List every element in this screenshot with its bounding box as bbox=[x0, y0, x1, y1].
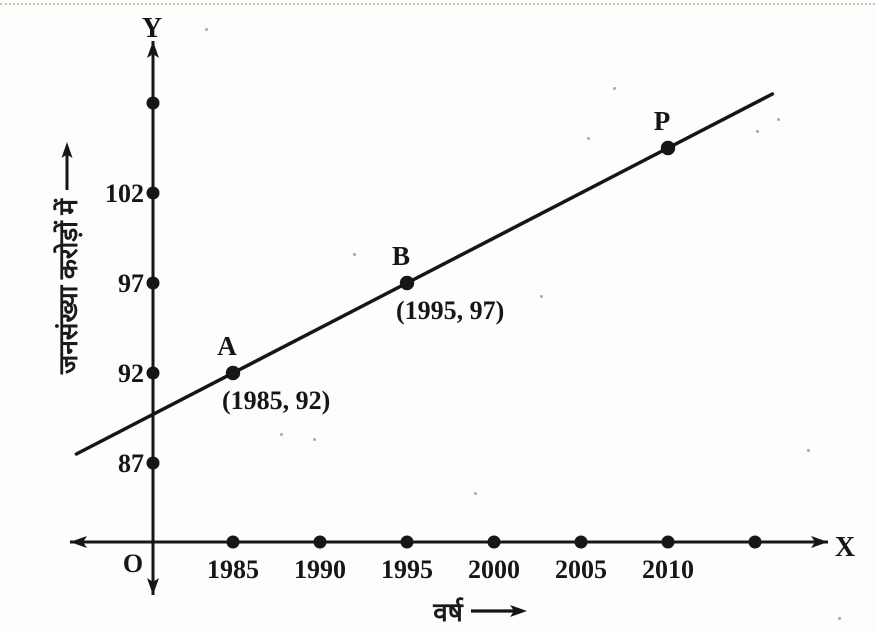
y-tick-label: 92 bbox=[118, 359, 144, 388]
data-point-dot bbox=[399, 275, 415, 291]
y-tick-dot-unlabeled bbox=[146, 96, 160, 110]
y-tick-label: 97 bbox=[118, 269, 144, 298]
data-point-dot bbox=[660, 140, 676, 156]
x-tick-label: 2010 bbox=[642, 555, 694, 584]
y-axis-title-text: जनसंख्या करोड़ों में bbox=[54, 199, 83, 374]
y-tick-label: 102 bbox=[105, 179, 144, 208]
x-tick-label: 2000 bbox=[468, 555, 520, 584]
x-tick-dot bbox=[661, 535, 675, 549]
data-point-coords: (1995, 97) bbox=[396, 296, 504, 325]
x-tick-label: 1995 bbox=[381, 555, 433, 584]
x-tick-label: 1990 bbox=[294, 555, 346, 584]
x-tick-label: 2005 bbox=[555, 555, 607, 584]
scan-speck bbox=[838, 617, 841, 620]
x-tick-dot bbox=[313, 535, 327, 549]
scan-speck bbox=[205, 28, 208, 31]
scan-speck bbox=[353, 253, 356, 256]
scan-speck bbox=[777, 118, 780, 121]
data-point-dot bbox=[225, 365, 241, 381]
data-point-coords: (1985, 92) bbox=[222, 386, 330, 415]
scan-speck bbox=[540, 295, 543, 298]
y-tick-dot bbox=[146, 456, 160, 470]
x-tick-dot bbox=[487, 535, 501, 549]
x-tick-label: 1985 bbox=[207, 555, 259, 584]
x-tick-dot bbox=[226, 535, 240, 549]
scan-speck bbox=[613, 87, 616, 90]
data-point-name: B bbox=[392, 241, 410, 271]
scan-speck bbox=[313, 438, 316, 441]
x-axis-right-arrow-icon bbox=[811, 536, 828, 548]
y-axis-up-arrow-icon bbox=[147, 41, 159, 58]
right-arrow-icon bbox=[470, 605, 527, 617]
x-axis-left-arrow-icon bbox=[70, 536, 87, 548]
y-axis-down-arrow-icon bbox=[147, 578, 159, 595]
origin-label: O bbox=[123, 549, 143, 578]
trend-line bbox=[74, 92, 775, 456]
x-axis-letter: X bbox=[835, 532, 855, 563]
y-tick-dot bbox=[146, 366, 160, 380]
y-tick-dot bbox=[146, 186, 160, 200]
x-axis-title: वर्ष bbox=[420, 594, 540, 628]
page-edge-dotted-rule bbox=[0, 3, 875, 5]
scan-speck bbox=[756, 130, 759, 133]
scan-speck bbox=[807, 449, 810, 452]
scan-speck bbox=[280, 433, 283, 436]
scan-speck bbox=[587, 137, 590, 140]
up-arrow-icon bbox=[61, 142, 73, 191]
data-point-name: P bbox=[654, 106, 671, 136]
x-tick-dot-unlabeled bbox=[748, 535, 762, 549]
y-tick-label: 87 bbox=[118, 449, 144, 478]
scan-speck bbox=[474, 492, 477, 495]
y-axis-letter: Y bbox=[142, 13, 162, 44]
y-tick-dot bbox=[146, 276, 160, 290]
data-point-name: A bbox=[217, 331, 237, 361]
x-axis-title-text: वर्ष bbox=[433, 598, 463, 627]
x-tick-dot bbox=[400, 535, 414, 549]
x-tick-dot bbox=[574, 535, 588, 549]
y-axis-title: जनसंख्या करोड़ों में bbox=[49, 113, 85, 403]
